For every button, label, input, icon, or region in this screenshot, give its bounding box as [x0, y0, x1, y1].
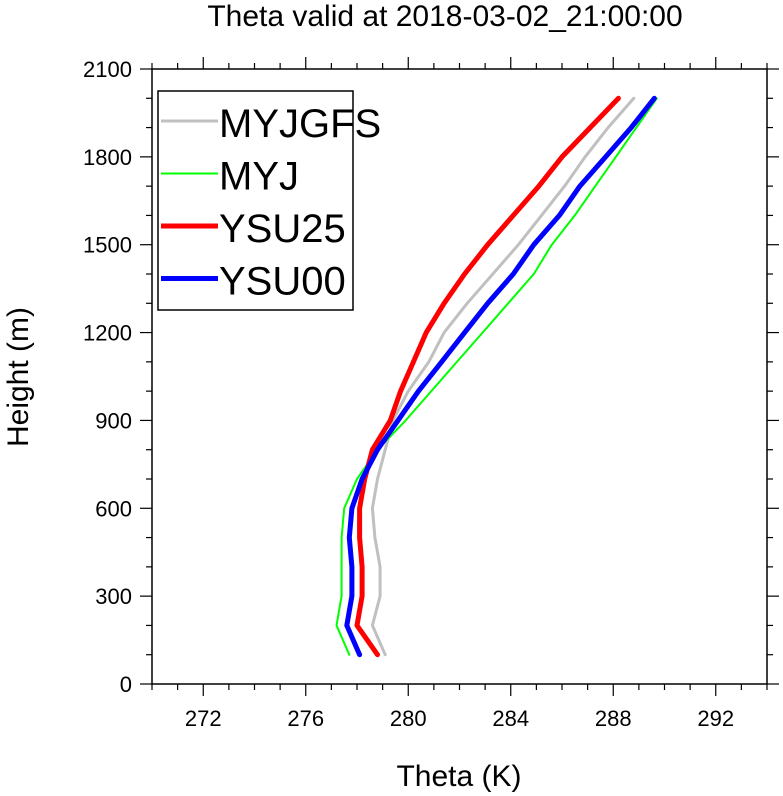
- chart-title: Theta valid at 2018-03-02_21:00:00: [207, 0, 682, 33]
- x-axis-title: Theta (K): [396, 760, 521, 793]
- y-tick-label: 600: [95, 496, 132, 521]
- series-line-myj: [335, 97, 658, 656]
- x-tick-label: 280: [390, 706, 427, 731]
- y-tick-label: 300: [95, 584, 132, 609]
- ticks: [140, 57, 779, 696]
- x-tick-label: 272: [185, 706, 222, 731]
- legend-label: MYJGFS: [219, 102, 381, 146]
- y-tick-label: 1500: [83, 233, 132, 258]
- legend-label: MYJ: [219, 155, 299, 199]
- legend-box: [157, 90, 354, 311]
- y-tick-label: 900: [95, 408, 132, 433]
- x-tick-label: 284: [492, 706, 529, 731]
- y-tick-label: 1200: [83, 321, 132, 346]
- series-line-ysu25: [354, 95, 621, 658]
- tick-labels: 272 276 280 284 288 292 0 300 600 900 1200 1500 1800…: [83, 57, 734, 731]
- series-line-ysu00: [344, 95, 657, 658]
- x-tick-label: 276: [287, 706, 324, 731]
- y-tick-label: 2100: [83, 57, 132, 82]
- y-tick-label: 1800: [83, 145, 132, 170]
- plot-frame: [151, 68, 768, 685]
- plot-lines: [335, 95, 658, 658]
- legend-label: YSU00: [219, 260, 346, 304]
- y-axis-title: Height (m): [2, 307, 35, 447]
- x-tick-label: 288: [595, 706, 632, 731]
- series-line-myjgfs: [370, 96, 636, 657]
- legend-label: YSU25: [219, 207, 346, 251]
- x-tick-label: 292: [697, 706, 734, 731]
- legend: MYJGFS MYJ YSU25 YSU00: [157, 90, 381, 311]
- y-tick-label: 0: [120, 672, 132, 697]
